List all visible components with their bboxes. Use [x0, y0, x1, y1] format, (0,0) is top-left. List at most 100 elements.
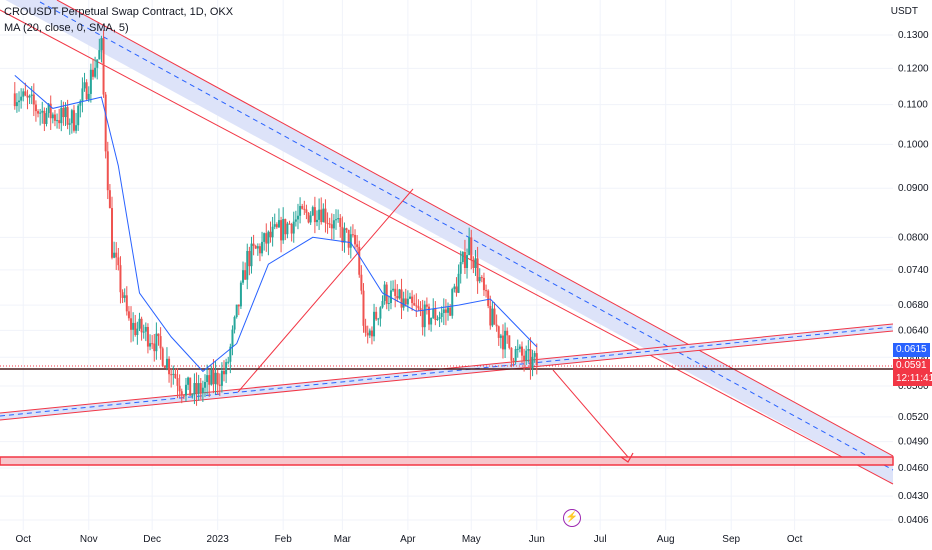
candle-body [231, 329, 234, 347]
candle-body [442, 309, 445, 314]
candle-body [480, 277, 483, 279]
candle-body [104, 94, 107, 152]
candle-body [252, 243, 255, 247]
candle-body [360, 274, 363, 291]
price-axis[interactable]: 0.1300 0.1200 0.1100 0.1000 0.0900 0.0800 0.07… [898, 30, 929, 526]
candle-body [115, 252, 118, 258]
candle-body [497, 326, 500, 338]
candle-body [478, 277, 481, 282]
candle-body [309, 215, 312, 223]
candle-body [165, 358, 168, 368]
candle-body [455, 286, 458, 293]
candle-body [45, 113, 48, 124]
candle-body [77, 105, 80, 126]
candle-body [159, 336, 162, 349]
candle-body [434, 308, 437, 320]
lightning-icon[interactable]: ⚡ [563, 509, 581, 527]
candle-body [324, 208, 327, 223]
candle-body [125, 295, 128, 312]
candle-body [244, 270, 247, 280]
candle-body [216, 372, 219, 385]
candle-body [466, 255, 469, 269]
price-tick-label: 0.0490 [898, 437, 929, 448]
candle-body [182, 395, 185, 397]
candle-body [237, 304, 240, 307]
candle-body [320, 209, 323, 223]
time-tick-label: Feb [275, 534, 293, 545]
price-tick-label: 0.0600 [898, 352, 929, 363]
candle-body [212, 369, 215, 385]
candle-body [170, 374, 173, 376]
candle-body [15, 102, 18, 107]
candle-body [368, 330, 371, 336]
candle-body [146, 326, 149, 347]
currency-unit: USDT [890, 6, 918, 17]
candle-body [411, 296, 414, 304]
candle-body [453, 286, 456, 290]
candle-body [201, 387, 204, 393]
drawings-layer [0, 0, 894, 485]
candle-body [13, 93, 16, 107]
candle-body [193, 383, 196, 395]
candle-body [199, 383, 202, 393]
candle-body [41, 110, 44, 113]
moving-average-line [14, 75, 538, 373]
candle-body [206, 375, 209, 383]
candle-body [121, 292, 124, 298]
time-tick-label: Dec [143, 534, 161, 545]
descending-channel-mid [39, 1, 894, 471]
time-tick-label: May [462, 534, 481, 545]
candle-body [79, 101, 82, 106]
candle-body [58, 120, 61, 124]
candle-body [504, 330, 507, 350]
time-tick-label: Oct [787, 534, 803, 545]
candle-body [514, 349, 517, 362]
candle-body [318, 209, 321, 220]
candle-body [138, 318, 141, 329]
candle-body [406, 298, 409, 305]
candle-body [423, 304, 426, 328]
candle-body [37, 111, 40, 114]
indicator-label: MA (20, close, 0, SMA, 5) [4, 22, 129, 34]
candle-body [155, 333, 158, 352]
candle-body [510, 347, 513, 361]
indicator-legend[interactable]: MA (20, close, 0, SMA, 5) [4, 22, 129, 34]
candle-body [313, 207, 316, 223]
time-axis[interactable]: Oct Nov Dec 2023 Feb Mar Apr May Jun Jul Aug Sep Oct [15, 534, 802, 545]
candle-body [472, 259, 475, 268]
candle-body [354, 234, 357, 245]
candle-body [489, 306, 492, 326]
candle-body [72, 110, 75, 131]
candle-body [364, 325, 367, 333]
candle-body [296, 215, 299, 220]
candle-body [440, 313, 443, 318]
candle-body [235, 304, 238, 317]
candle-body [520, 346, 523, 356]
candle-body [326, 222, 329, 224]
candle-body [366, 332, 369, 336]
candle-body [408, 296, 411, 299]
candle-body [218, 384, 221, 386]
candle-body [30, 94, 33, 96]
candle-body [428, 306, 430, 325]
projection-arrow-line [552, 369, 629, 458]
time-tick-label: Apr [400, 534, 416, 545]
candle-body [527, 349, 530, 351]
candle-body [43, 110, 46, 124]
candle-body [168, 358, 171, 375]
candle-body [225, 362, 228, 375]
ascending-support-mid [0, 326, 894, 417]
candle-body [286, 223, 289, 235]
candle-body [267, 231, 270, 244]
candle-body [271, 226, 274, 238]
candle-body [501, 335, 504, 350]
candle-body [470, 237, 473, 260]
candle-body [292, 221, 295, 234]
candle-body [381, 301, 384, 308]
candle-body [184, 384, 187, 396]
price-tick-label: 0.1300 [898, 30, 929, 41]
candle-body [328, 223, 331, 225]
candle-body [400, 289, 403, 308]
candle-body [94, 67, 97, 77]
